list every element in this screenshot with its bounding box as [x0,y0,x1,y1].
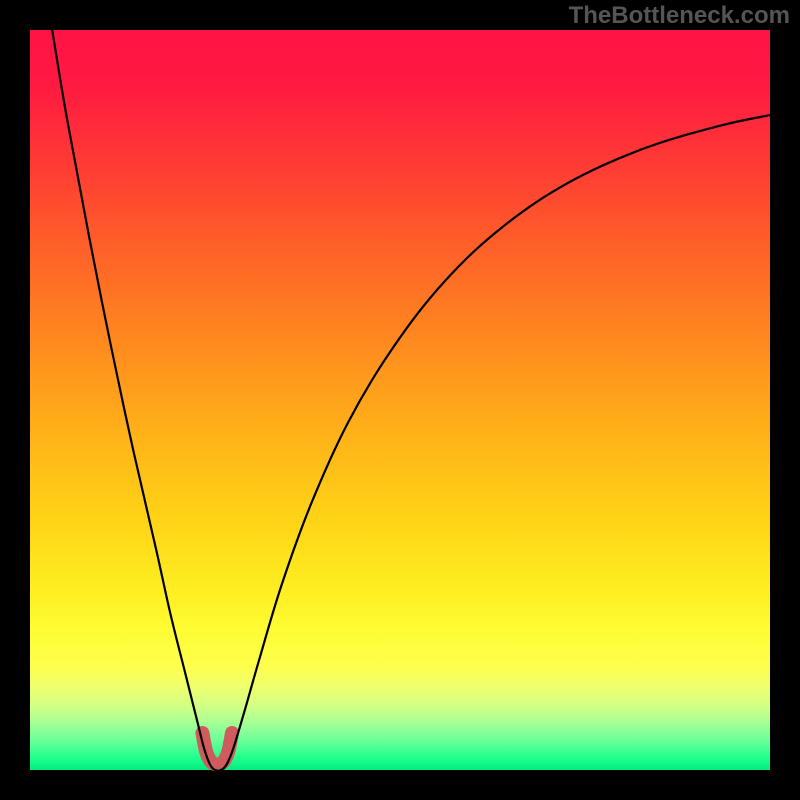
plot-background [30,30,770,770]
chart-root: TheBottleneck.com [0,0,800,800]
watermark-label: TheBottleneck.com [569,2,790,30]
chart-svg [0,0,800,800]
